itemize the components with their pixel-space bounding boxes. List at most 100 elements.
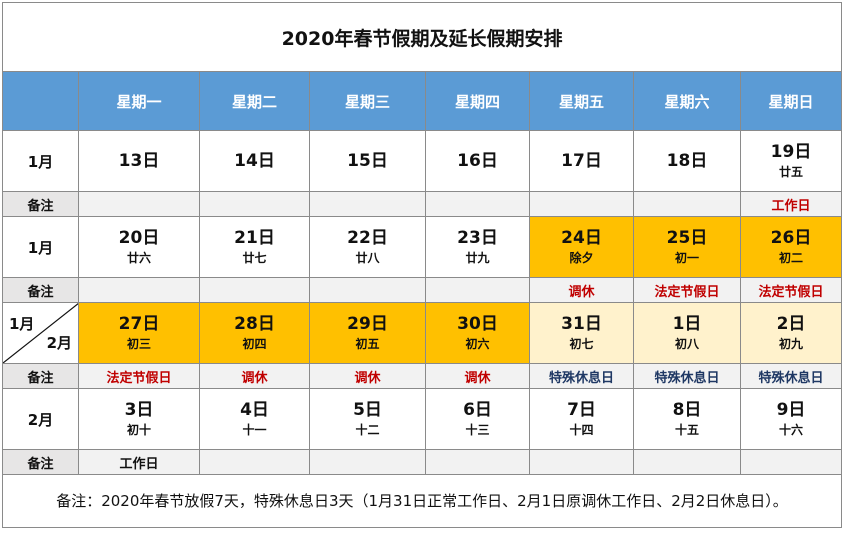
lunar-date: 廿六 (126, 251, 151, 265)
day-number: 28日 (234, 314, 275, 334)
day-number: 29日 (347, 314, 388, 334)
day-number: 23日 (457, 228, 498, 248)
month-label-split: 1月 2月 (2, 302, 79, 364)
week-2-notes: 备注 调休 法定节假日 法定节假日 (2, 277, 843, 303)
month-label: 1月 (2, 130, 79, 192)
day-number: 6日 (463, 400, 492, 420)
note-cell (425, 277, 530, 303)
day-number: 9日 (776, 400, 806, 420)
date-cell: 6日十三 (425, 388, 530, 450)
day-number: 8日 (672, 400, 702, 420)
weekday-wed: 星期三 (309, 71, 426, 131)
header-corner (2, 71, 79, 131)
date-cell: 13日 (78, 130, 200, 192)
note-cell (425, 449, 530, 475)
holiday-date-cell: 26日初二 (739, 216, 843, 278)
special-date-cell: 2日初九 (739, 302, 843, 364)
holiday-date-cell: 24日除夕 (529, 216, 634, 278)
week-1-dates: 1月 13日 14日 15日 16日 17日 18日 19日廿五 (2, 130, 843, 192)
month-label: 1月 (2, 216, 79, 278)
special-date-cell: 1日 初八 (633, 302, 741, 364)
date-cell: 18日 (633, 130, 741, 192)
diagonal-divider (3, 303, 78, 363)
week-2-dates: 1月 20日 廿六 21日 廿七 22日 廿八 23日 廿九 24日 除夕 25日 初一 2… (2, 216, 843, 278)
date-cell: 16日 (425, 130, 530, 192)
weekday-thu: 星期四 (425, 71, 530, 131)
day-number: 22日 (347, 228, 388, 248)
lunar-date: 初五 (355, 337, 380, 351)
weekday-header-row: 星期一 星期二 星期三 星期四 星期五 星期六 星期日 (2, 71, 843, 131)
day-number: 7日 (567, 400, 596, 420)
note-cell: 法定节假日 (739, 277, 843, 303)
week-1-notes: 备注 工作日 (2, 191, 843, 217)
note-cell (78, 277, 200, 303)
date-cell: 5日十二 (309, 388, 426, 450)
lunar-date: 除夕 (569, 251, 594, 265)
note-cell (529, 191, 634, 217)
day-number: 25日 (666, 228, 708, 248)
note-cell: 工作日 (739, 191, 843, 217)
lunar-date: 廿五 (779, 165, 804, 179)
date-cell: 17日 (529, 130, 634, 192)
footnote: 备注：2020年春节放假7天，特殊休息日3天（1月31日正常工作日、2月1日原调… (1, 474, 843, 528)
note-cell: 特殊休息日 (529, 363, 634, 389)
day-number: 15日 (347, 151, 388, 171)
day-number: 2日 (776, 314, 806, 334)
lunar-date: 初二 (779, 251, 804, 265)
note-cell: 特殊休息日 (633, 363, 741, 389)
day-number: 30日 (457, 314, 498, 334)
day-number: 13日 (118, 151, 160, 171)
date-cell: 20日廿六 (78, 216, 200, 278)
note-label: 备注 (2, 277, 79, 303)
weekday-sat: 星期六 (633, 71, 741, 131)
date-cell: 23日 廿九 (425, 216, 530, 278)
date-cell: 7日 十四 (529, 388, 634, 450)
date-cell: 4日十一 (199, 388, 310, 450)
table-title: 2020年春节假期及延长假期安排 (1, 2, 843, 72)
note-cell: 调休 (199, 363, 310, 389)
lunar-date: 初六 (465, 337, 490, 351)
lunar-date: 十五 (674, 423, 699, 437)
note-cell (529, 449, 634, 475)
lunar-date: 十二 (355, 423, 380, 437)
note-label: 备注 (2, 191, 79, 217)
day-number: 17日 (561, 151, 602, 171)
note-label: 备注 (2, 449, 79, 475)
note-cell: 工作日 (78, 449, 200, 475)
weekday-fri: 星期五 (529, 71, 634, 131)
day-number: 5日 (353, 400, 382, 420)
month-label: 2月 (2, 388, 79, 450)
day-number: 20日 (118, 228, 160, 248)
special-date-cell: 31日 初七 (529, 302, 634, 364)
note-cell (633, 449, 741, 475)
month-label-bottom: 2月 (46, 334, 72, 352)
date-cell: 14日 (199, 130, 310, 192)
day-number: 4日 (240, 400, 269, 420)
date-cell: 19日廿五 (739, 130, 843, 192)
note-cell (739, 449, 843, 475)
lunar-date: 初九 (779, 337, 804, 351)
lunar-date: 初七 (569, 337, 594, 351)
day-number: 18日 (666, 151, 708, 171)
note-cell (199, 191, 310, 217)
note-cell: 调休 (425, 363, 530, 389)
weekday-sun: 星期日 (739, 71, 843, 131)
day-number: 19日 (770, 142, 812, 162)
note-cell (78, 191, 200, 217)
day-number: 24日 (561, 228, 602, 248)
note-cell (309, 191, 426, 217)
date-cell: 22日 廿八 (309, 216, 426, 278)
lunar-date: 十一 (242, 423, 267, 437)
lunar-date: 初八 (674, 337, 699, 351)
note-cell: 调休 (529, 277, 634, 303)
lunar-date: 十三 (465, 423, 490, 437)
note-label: 备注 (2, 363, 79, 389)
note-cell (199, 277, 310, 303)
date-cell: 9日 十六 (739, 388, 843, 450)
week-4-notes: 备注 工作日 (2, 449, 843, 475)
lunar-date: 廿七 (242, 251, 267, 265)
date-cell: 3日 初十 (78, 388, 200, 450)
day-number: 26日 (770, 228, 812, 248)
month-label-top: 1月 (9, 315, 35, 333)
note-cell: 特殊休息日 (739, 363, 843, 389)
